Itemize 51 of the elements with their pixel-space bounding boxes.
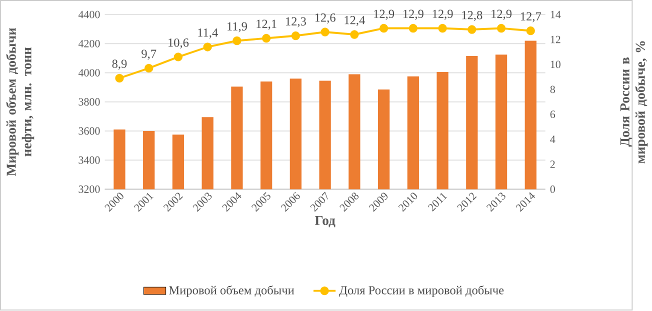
point [379,24,388,33]
data-label: 12,9 [432,10,453,20]
y2-tick-label: 12 [550,36,560,44]
legend-label: Доля России в мировой добыче [339,286,504,298]
point [526,26,535,36]
data-label: 12,9 [403,10,424,20]
data-label: 10,6 [168,38,189,49]
data-label: 12,6 [315,14,336,24]
y2-tick-label: 2 [550,160,555,168]
x-tick-label: 2011 [428,193,448,212]
point [144,64,154,73]
data-label: 12,8 [462,11,482,22]
point [262,34,271,43]
y-tick-label: 3600 [78,128,100,135]
y2-tick-label: 0 [550,186,555,194]
data-label: 12,7 [520,12,542,23]
point [350,30,359,40]
data-label: 8,9 [112,60,127,70]
y2-tick-label: 10 [550,61,560,68]
data-label: 12,9 [492,10,512,20]
data-label: 11,9 [228,22,247,33]
point [232,36,242,46]
point [320,28,330,37]
data-label: 12,1 [256,20,276,30]
x-axis-title: Год [314,216,336,228]
point [468,25,476,34]
data-label: 9,7 [142,50,156,60]
y-tick-label: 3200 [78,186,100,194]
y-tick-label: 4400 [78,11,100,18]
y-axis-title: Мировой объем добычи нефти, млн. тонн [6,28,34,176]
y2-tick-label: 4 [550,136,556,144]
data-label: 12,4 [344,16,366,26]
legend-label: Мировой объем добычи [169,286,294,298]
point [291,32,300,40]
y-tick-label: 3800 [78,98,100,106]
point [203,42,212,52]
data-label: 11,4 [198,28,218,39]
y-tick-label: 3400 [78,156,100,164]
y2-tick-label: 8 [550,86,555,94]
y-tick-label: 4200 [78,40,100,48]
data-label: 12,3 [286,18,306,28]
point [115,74,124,83]
y2-tick-label: 14 [550,11,561,18]
y2-tick-label: 6 [550,110,556,118]
point [438,24,447,33]
point [408,24,418,33]
point [174,52,183,62]
y-tick-label: 4000 [78,69,100,77]
y2-axis-title: Доля России в мировой добыче, % [620,42,648,164]
point [496,24,506,33]
data-label: 12,9 [374,10,394,20]
